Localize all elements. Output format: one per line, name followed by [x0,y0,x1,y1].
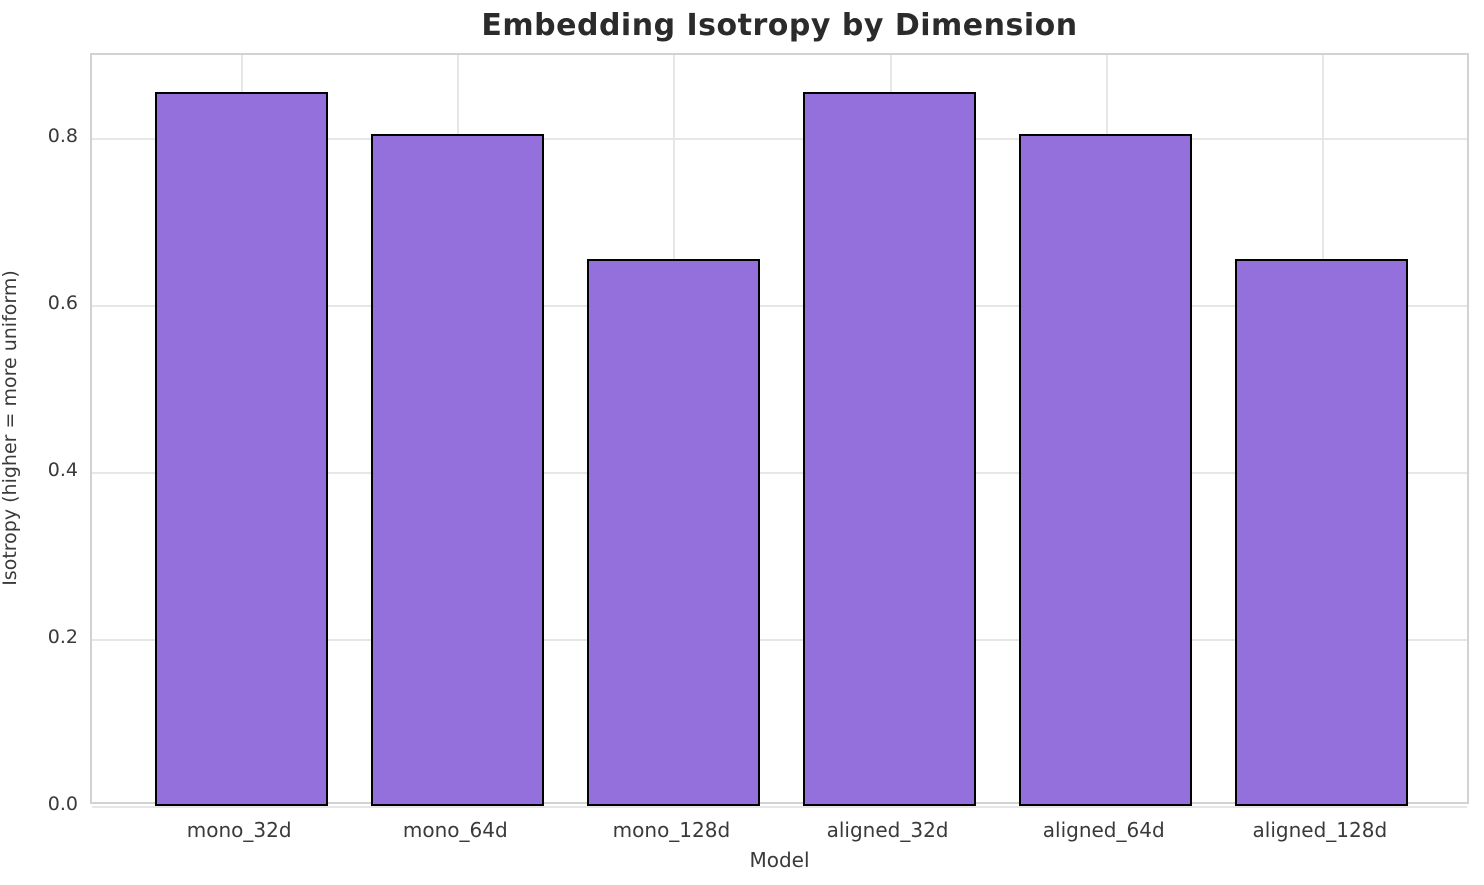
bar-aligned_64d [1019,134,1193,806]
x-tick-label: aligned_64d [1042,818,1165,842]
y-tick-label: 0.4 [47,459,78,482]
x-tick-label: aligned_32d [826,818,949,842]
x-axis-label: Model [749,848,810,872]
y-tick-label: 0.2 [47,626,78,649]
bar-aligned_128d [1235,259,1409,806]
x-tick-label: aligned_128d [1252,818,1388,842]
y-gridline [92,639,1467,642]
plot-area [90,53,1469,808]
chart-title: Embedding Isotropy by Dimension [481,8,1078,43]
x-tick-label: mono_64d [402,818,508,842]
y-gridline [92,806,1467,808]
y-tick-label: 0.6 [47,292,78,315]
bar-mono_128d [586,259,760,806]
bar-aligned_32d [803,91,977,806]
bar-mono_32d [154,91,328,806]
y-gridline [92,138,1467,141]
y-gridline [92,472,1467,475]
y-tick-label: 0.0 [47,793,78,815]
x-tick-label: mono_128d [612,818,731,842]
bar-mono_64d [370,134,544,806]
y-tick-label: 0.8 [47,125,78,148]
y-gridline [92,305,1467,308]
y-axis-label: Isotropy (higher = more uniform) [0,270,21,586]
x-tick-label: mono_32d [186,818,292,842]
